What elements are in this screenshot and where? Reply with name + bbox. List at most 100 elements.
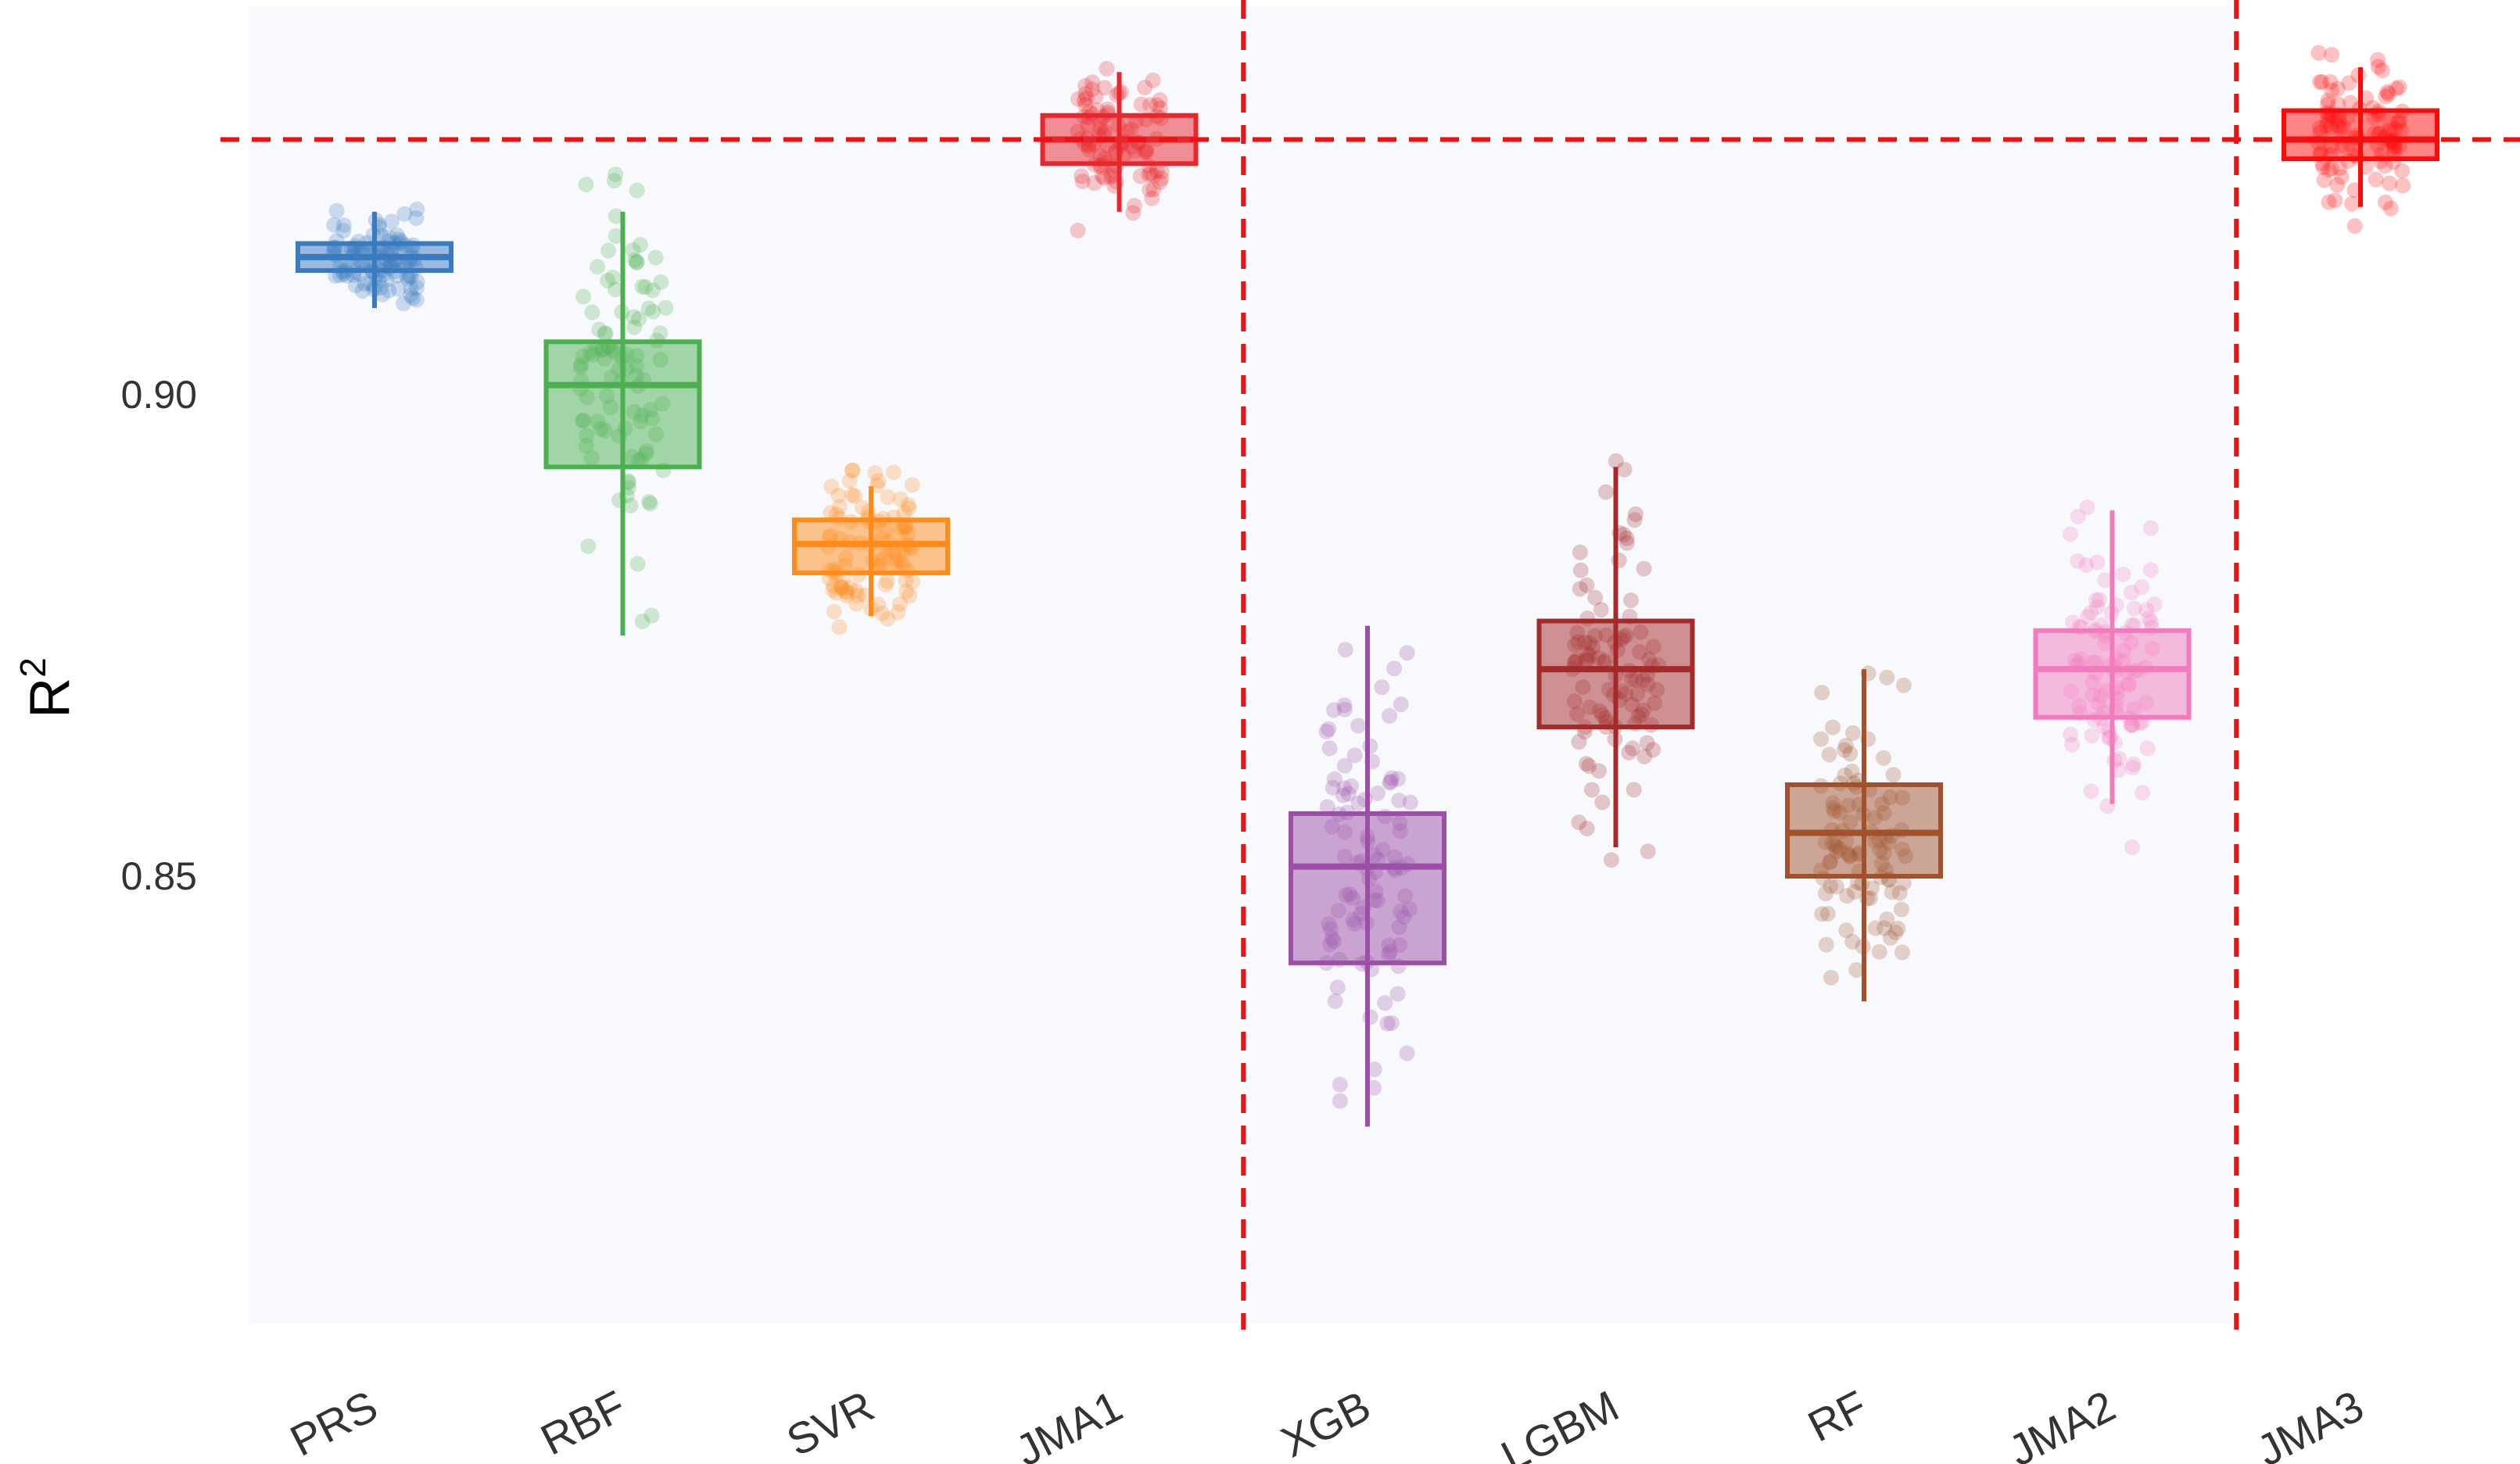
sample-point — [2332, 121, 2349, 138]
sample-point — [1114, 134, 1131, 150]
sample-point — [580, 538, 597, 554]
sample-point — [2332, 160, 2348, 177]
sample-point — [1832, 804, 1848, 821]
sample-point — [364, 263, 381, 280]
sample-point — [1575, 679, 1591, 696]
sample-point — [377, 258, 393, 274]
sample-point — [1876, 845, 1892, 861]
sample-point — [1823, 854, 1839, 870]
sample-point — [367, 212, 384, 228]
sample-point — [1353, 906, 1369, 922]
y-axis: 0.85 0.90 — [121, 373, 197, 898]
sample-point — [1337, 642, 1353, 658]
sample-point — [654, 396, 671, 412]
sample-point — [1108, 143, 1124, 159]
sample-point — [1084, 74, 1101, 91]
box-body-xgb — [1289, 811, 1446, 965]
sample-point — [574, 412, 590, 428]
sample-point — [1632, 643, 1648, 660]
sample-point — [2322, 73, 2339, 90]
sample-point — [1813, 731, 1830, 747]
sample-point — [1571, 814, 1587, 831]
sample-point — [1366, 847, 1382, 863]
sample-point — [326, 217, 342, 233]
sample-point — [1092, 148, 1109, 164]
sample-point — [371, 219, 387, 235]
sample-point — [851, 535, 868, 551]
sample-point — [2063, 726, 2079, 743]
sample-point — [2374, 63, 2390, 79]
sample-point — [1590, 650, 1607, 666]
sample-point — [1382, 943, 1398, 960]
sample-point — [596, 350, 612, 367]
sample-point — [1152, 92, 1168, 109]
sample-point — [1825, 719, 1841, 736]
sample-point — [1324, 818, 1340, 835]
sample-point — [1390, 958, 1407, 974]
sample-point — [2143, 614, 2160, 630]
sample-point — [632, 237, 648, 253]
sample-point — [1113, 136, 1129, 152]
sample-point — [2072, 705, 2088, 721]
sample-point — [1153, 110, 1170, 127]
sample-point — [1077, 97, 1094, 113]
sample-point — [1844, 763, 1860, 779]
sample-point — [345, 249, 361, 265]
sample-point — [2088, 654, 2104, 671]
sample-point — [837, 549, 854, 566]
sample-point — [1607, 731, 1623, 747]
sample-point — [2341, 75, 2357, 91]
sample-point — [631, 310, 647, 327]
sample-point — [1382, 775, 1398, 791]
sample-point — [608, 208, 624, 224]
sample-point — [2139, 740, 2156, 757]
sample-point — [655, 462, 672, 478]
sample-point — [2135, 785, 2151, 801]
sample-point — [386, 263, 403, 280]
sample-point — [2346, 147, 2363, 163]
sample-point — [2364, 99, 2381, 116]
sample-point — [2106, 658, 2123, 675]
sample-point — [1866, 833, 1883, 850]
sample-point — [1329, 979, 1346, 996]
sample-point — [823, 505, 839, 521]
sample-point — [1386, 660, 1403, 677]
sample-point — [601, 338, 618, 355]
sample-point — [1358, 915, 1375, 931]
sample-point — [1860, 731, 1877, 747]
sample-point — [582, 344, 598, 360]
sample-point — [896, 542, 912, 558]
sample-point — [1871, 943, 1887, 960]
sample-point — [409, 201, 425, 217]
sample-point — [1392, 936, 1408, 953]
sample-point — [887, 556, 904, 572]
sample-point — [1872, 842, 1888, 858]
sample-point — [620, 480, 636, 496]
sample-point — [1645, 639, 1661, 655]
sample-point — [1338, 887, 1354, 904]
sample-point — [2093, 710, 2110, 726]
sample-point — [1126, 198, 1142, 214]
sample-point — [591, 321, 608, 338]
sample-point — [374, 263, 390, 279]
sample-point — [1609, 642, 1626, 658]
x-tick-label-jma1: JMA1 — [1008, 1381, 1130, 1464]
sample-point — [2321, 194, 2337, 210]
sample-point — [1385, 860, 1402, 876]
sample-point — [1123, 121, 1139, 138]
sample-point — [1613, 632, 1629, 648]
sample-point — [2126, 617, 2142, 633]
sample-point — [390, 281, 407, 297]
sample-point — [346, 241, 363, 257]
sample-point — [1572, 581, 1588, 597]
sample-point — [854, 499, 870, 516]
sample-point — [1089, 102, 1106, 118]
sample-point — [345, 267, 361, 283]
sample-point — [1402, 794, 1418, 811]
sample-point — [1649, 682, 1665, 698]
sample-point — [339, 267, 355, 284]
sample-point — [1849, 874, 1866, 890]
sample-point — [2330, 96, 2346, 113]
sample-point — [900, 496, 916, 513]
x-tick-label-prs: PRS — [282, 1381, 385, 1464]
